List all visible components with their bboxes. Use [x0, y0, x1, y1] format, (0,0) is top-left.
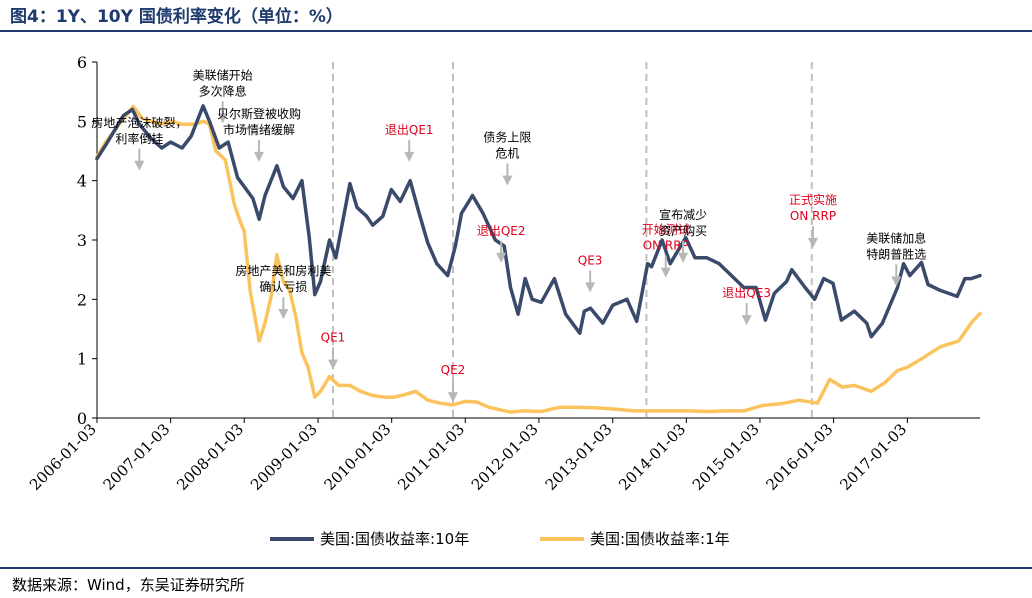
annotation-label: 宣布减少 [659, 207, 707, 222]
y-tick-label: 1 [77, 350, 87, 369]
annotation-label: 美联储加息 [866, 231, 926, 246]
annotation-arrow-head [217, 113, 228, 124]
annotation-label: ON RRP [643, 239, 689, 253]
annotation-label: 正式实施 [789, 192, 837, 207]
annotation-label: 退出QE1 [385, 123, 434, 137]
series-line-10y [95, 104, 982, 339]
annotation-label: 危机 [495, 147, 519, 161]
page-title: 图4：1Y、10Y 国债利率变化（单位：%） [10, 7, 343, 27]
annotation-arrow-head [253, 151, 264, 162]
y-tick-label: 6 [77, 53, 87, 72]
line-chart: 0 1 2 3 4 5 6 2006-01-03 2007-01-03 2008-01-03 200… [26, 53, 982, 494]
y-tick-label: 3 [77, 231, 87, 250]
annotation-label: QE2 [441, 363, 466, 377]
annotation-arrow-head [496, 252, 507, 263]
annotation-arrow-head [678, 252, 689, 263]
legend-swatch-10y [270, 536, 314, 541]
x-tick-label: 2016-01-03 [763, 420, 837, 494]
event-vlines [331, 62, 813, 418]
annotation-label: 贝尔斯登被收购 [217, 106, 301, 121]
annotation-label: ON RRP [790, 209, 836, 223]
x-tick-label: 2009-01-03 [247, 420, 321, 494]
annotation-arrow-head [502, 175, 513, 186]
annotation-arrow-head [585, 282, 596, 293]
annotation-arrow-head [278, 309, 289, 320]
x-tick-label: 2014-01-03 [615, 420, 689, 494]
annotation-label: 房地产美和房利美 [235, 263, 331, 278]
annotation-label: 特朗普胜选 [866, 247, 926, 262]
y-tick-label: 4 [77, 172, 87, 191]
x-tick-label: 2013-01-03 [542, 420, 616, 494]
annotation-arrow-head [741, 315, 752, 326]
x-tick-label: 2007-01-03 [100, 420, 174, 494]
annotation-arrow-head [808, 237, 819, 248]
y-tick-label: 0 [77, 409, 87, 428]
x-tick-label: 2017-01-03 [836, 420, 910, 494]
annotation-label: 确认亏损 [259, 280, 307, 294]
annotation-label: 房地产泡沫破裂， [91, 115, 187, 130]
annotation-label: 退出QE2 [477, 224, 526, 238]
x-tick-label: 2006-01-03 [26, 420, 100, 494]
annotation-label: QE1 [321, 331, 346, 345]
annotation-label: 退出QE3 [722, 286, 771, 300]
annotation-arrow-head [891, 276, 902, 287]
legend-label-10y: 美国:国债收益率:10年 [320, 530, 470, 548]
x-tick-label: 2008-01-03 [173, 420, 247, 494]
legend-swatch-1y [540, 536, 584, 541]
annotation-arrow-head [134, 160, 145, 171]
annotation-label: 美联储开始 [193, 67, 253, 82]
annotation-label: 多次降息 [199, 83, 247, 98]
source-note: 数据来源：Wind，东吴证券研究所 [12, 576, 245, 594]
annotation-arrow-head [660, 267, 671, 278]
x-tick-label: 2015-01-03 [689, 420, 763, 494]
y-tick-label: 2 [77, 290, 87, 309]
x-tick-label: 2010-01-03 [321, 420, 395, 494]
legend-label-1y: 美国:国债收益率:1年 [590, 530, 730, 548]
series-line-1y [95, 104, 982, 414]
y-tick-label: 5 [77, 112, 87, 131]
x-tick-label: 2012-01-03 [468, 420, 542, 494]
title-rule [0, 30, 1032, 32]
annotation-label: 市场情绪缓解 [223, 122, 295, 137]
annotation-label: QE3 [578, 253, 603, 267]
annotation-label: 利率倒挂 [115, 131, 163, 146]
legend-item-10y: 美国:国债收益率:10年 [270, 528, 469, 549]
annotation-arrow-head [327, 359, 338, 370]
annotation-label: 开始测试 [642, 222, 690, 237]
series-lines [95, 104, 982, 414]
x-tick-label: 2011-01-03 [394, 420, 468, 494]
footer-rule [0, 567, 1032, 569]
legend-item-1y: 美国:国债收益率:1年 [540, 528, 730, 549]
annotation-arrow-head [404, 151, 415, 162]
annotation-label: 资产购买 [659, 223, 707, 238]
annotation-label: 债务上限 [483, 130, 531, 145]
annotation-arrow-head [447, 392, 458, 403]
